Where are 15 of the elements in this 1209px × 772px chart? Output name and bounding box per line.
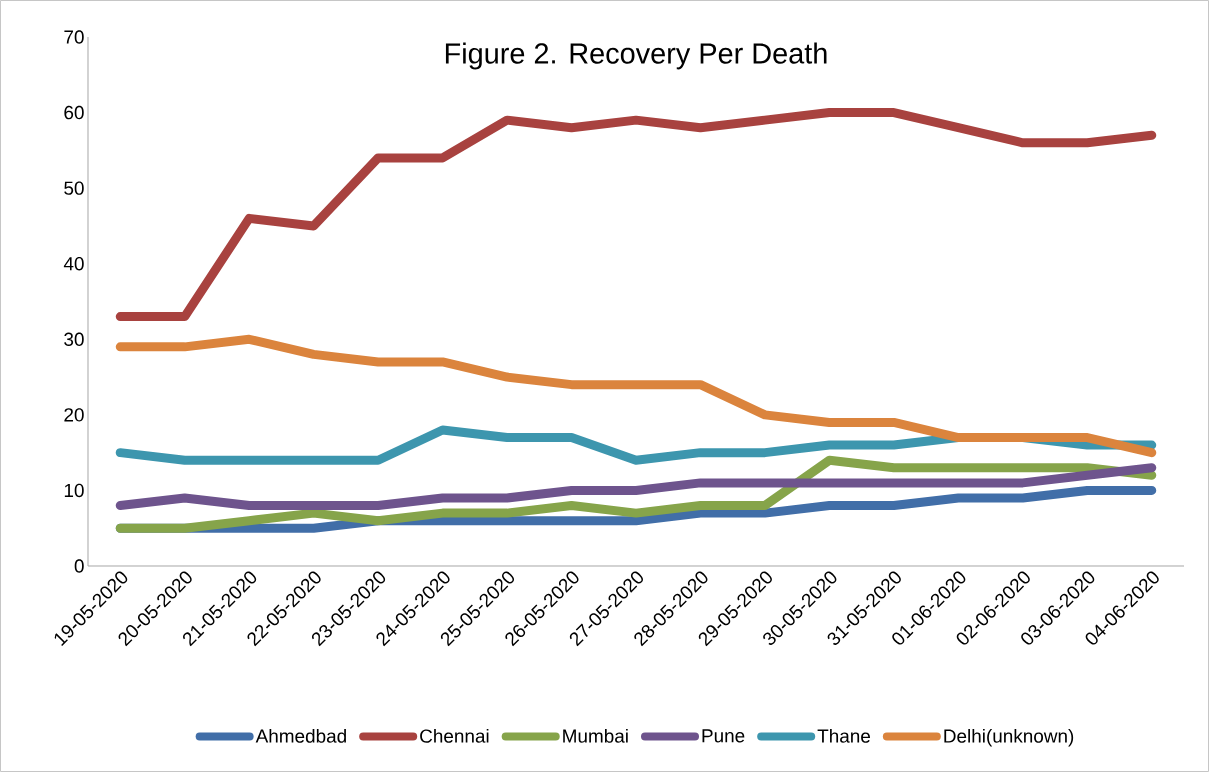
legend-label: Mumbai bbox=[563, 728, 628, 743]
y-tick-label: 40 bbox=[63, 257, 84, 271]
y-tick-label: 50 bbox=[64, 181, 84, 195]
y-tick-label: 0 bbox=[74, 559, 84, 573]
legend-label: Chennai bbox=[420, 728, 489, 743]
y-tick-label: 10 bbox=[64, 483, 84, 498]
y-tick-label: 20 bbox=[64, 408, 84, 422]
legend-label: Thane bbox=[817, 728, 871, 743]
y-tick-label: 60 bbox=[64, 105, 84, 120]
legend-label: Delhi(unknown) bbox=[944, 728, 1074, 747]
y-tick-label: 70 bbox=[64, 30, 84, 44]
legend-label: Pune bbox=[702, 729, 745, 743]
legend-label: Ahmedbad bbox=[255, 728, 346, 743]
y-tick-label: 30 bbox=[64, 332, 84, 346]
chart-title: Figure 2. Recovery Per Death bbox=[445, 42, 827, 70]
